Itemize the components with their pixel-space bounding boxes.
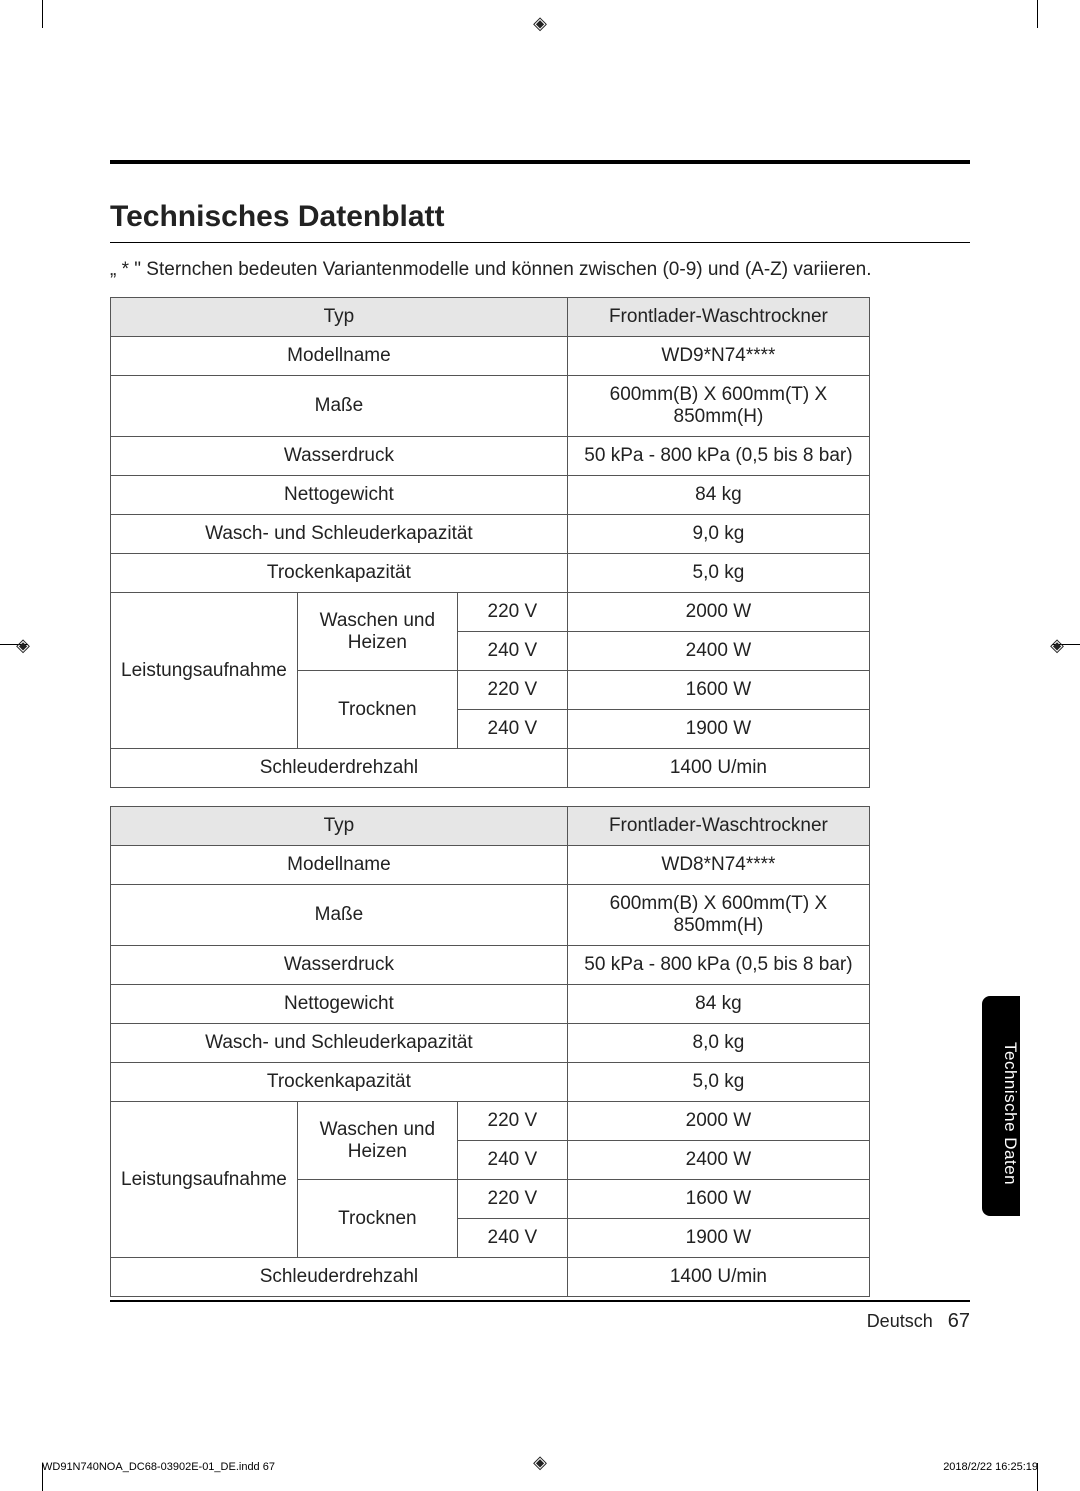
netweight-label: Nettogewicht (111, 985, 568, 1024)
dimensions-value: 600mm(B) X 600mm(T) X 850mm(H) (567, 885, 869, 946)
power-washheat-220: 2000 W (567, 593, 869, 632)
washspincap-value: 9,0 kg (567, 515, 869, 554)
power-washheat-240: 2400 W (567, 632, 869, 671)
footer-language: Deutsch (867, 1311, 933, 1331)
spin-value: 1400 U/min (567, 1258, 869, 1297)
washspincap-label: Wasch- und Schleuderkapazität (111, 1024, 568, 1063)
modelname-value: WD9*N74**** (567, 337, 869, 376)
footer-page-number: 67 (948, 1310, 970, 1332)
voltage-240: 240 V (457, 1141, 567, 1180)
type-label: Typ (111, 807, 568, 846)
washheat-label: Waschen und Heizen (297, 593, 457, 671)
dimensions-label: Maße (111, 885, 568, 946)
power-label: Leistungsaufnahme (111, 1102, 298, 1258)
crop-mark (42, 0, 43, 28)
power-washheat-220: 2000 W (567, 1102, 869, 1141)
modelname-value: WD8*N74**** (567, 846, 869, 885)
dimensions-label: Maße (111, 376, 568, 437)
drycap-value: 5,0 kg (567, 1063, 869, 1102)
modelname-label: Modellname (111, 846, 568, 885)
power-dry-240: 1900 W (567, 710, 869, 749)
waterpressure-label: Wasserdruck (111, 946, 568, 985)
section-title: Technisches Datenblatt (110, 200, 970, 243)
power-dry-220: 1600 W (567, 1180, 869, 1219)
washspincap-value: 8,0 kg (567, 1024, 869, 1063)
indesign-slug: WD91N740NOA_DC68-03902E-01_DE.indd 67 20… (42, 1461, 1038, 1473)
waterpressure-label: Wasserdruck (111, 437, 568, 476)
drycap-label: Trockenkapazität (111, 554, 568, 593)
dimensions-value: 600mm(B) X 600mm(T) X 850mm(H) (567, 376, 869, 437)
voltage-220: 220 V (457, 593, 567, 632)
power-washheat-240: 2400 W (567, 1141, 869, 1180)
voltage-220: 220 V (457, 1102, 567, 1141)
indd-timestamp: 2018/2/22 16:25:19 (943, 1461, 1038, 1473)
drycap-value: 5,0 kg (567, 554, 869, 593)
registration-mark-icon: ◈ (1046, 634, 1068, 656)
type-value: Frontlader-Waschtrockner (567, 807, 869, 846)
page-footer: Deutsch 67 (110, 1300, 970, 1333)
power-dry-220: 1600 W (567, 671, 869, 710)
voltage-240: 240 V (457, 1219, 567, 1258)
washheat-label: Waschen und Heizen (297, 1102, 457, 1180)
spec-table-1: Typ Frontlader-Waschtrockner Modellname … (110, 297, 870, 788)
washspincap-label: Wasch- und Schleuderkapazität (111, 515, 568, 554)
power-dry-240: 1900 W (567, 1219, 869, 1258)
drycap-label: Trockenkapazität (111, 1063, 568, 1102)
side-tab: Technische Daten (982, 996, 1020, 1216)
waterpressure-value: 50 kPa - 800 kPa (0,5 bis 8 bar) (567, 946, 869, 985)
registration-mark-icon: ◈ (12, 634, 34, 656)
top-rule (110, 160, 970, 164)
netweight-label: Nettogewicht (111, 476, 568, 515)
spin-label: Schleuderdrehzahl (111, 1258, 568, 1297)
modelname-label: Modellname (111, 337, 568, 376)
voltage-240: 240 V (457, 632, 567, 671)
netweight-value: 84 kg (567, 985, 869, 1024)
indd-file: WD91N740NOA_DC68-03902E-01_DE.indd 67 (42, 1461, 275, 1473)
dry-label: Trocknen (297, 671, 457, 749)
voltage-220: 220 V (457, 1180, 567, 1219)
voltage-240: 240 V (457, 710, 567, 749)
waterpressure-value: 50 kPa - 800 kPa (0,5 bis 8 bar) (567, 437, 869, 476)
registration-mark-icon: ◈ (529, 12, 551, 34)
spin-label: Schleuderdrehzahl (111, 749, 568, 788)
type-label: Typ (111, 298, 568, 337)
crop-mark (1037, 0, 1038, 28)
spec-table-2: Typ Frontlader-Waschtrockner Modellname … (110, 806, 870, 1297)
voltage-220: 220 V (457, 671, 567, 710)
spin-value: 1400 U/min (567, 749, 869, 788)
power-label: Leistungsaufnahme (111, 593, 298, 749)
dry-label: Trocknen (297, 1180, 457, 1258)
asterisk-note: „ * " Sternchen bedeuten Variantenmodell… (110, 259, 970, 281)
type-value: Frontlader-Waschtrockner (567, 298, 869, 337)
page-content: Technisches Datenblatt „ * " Sternchen b… (110, 160, 970, 1315)
netweight-value: 84 kg (567, 476, 869, 515)
